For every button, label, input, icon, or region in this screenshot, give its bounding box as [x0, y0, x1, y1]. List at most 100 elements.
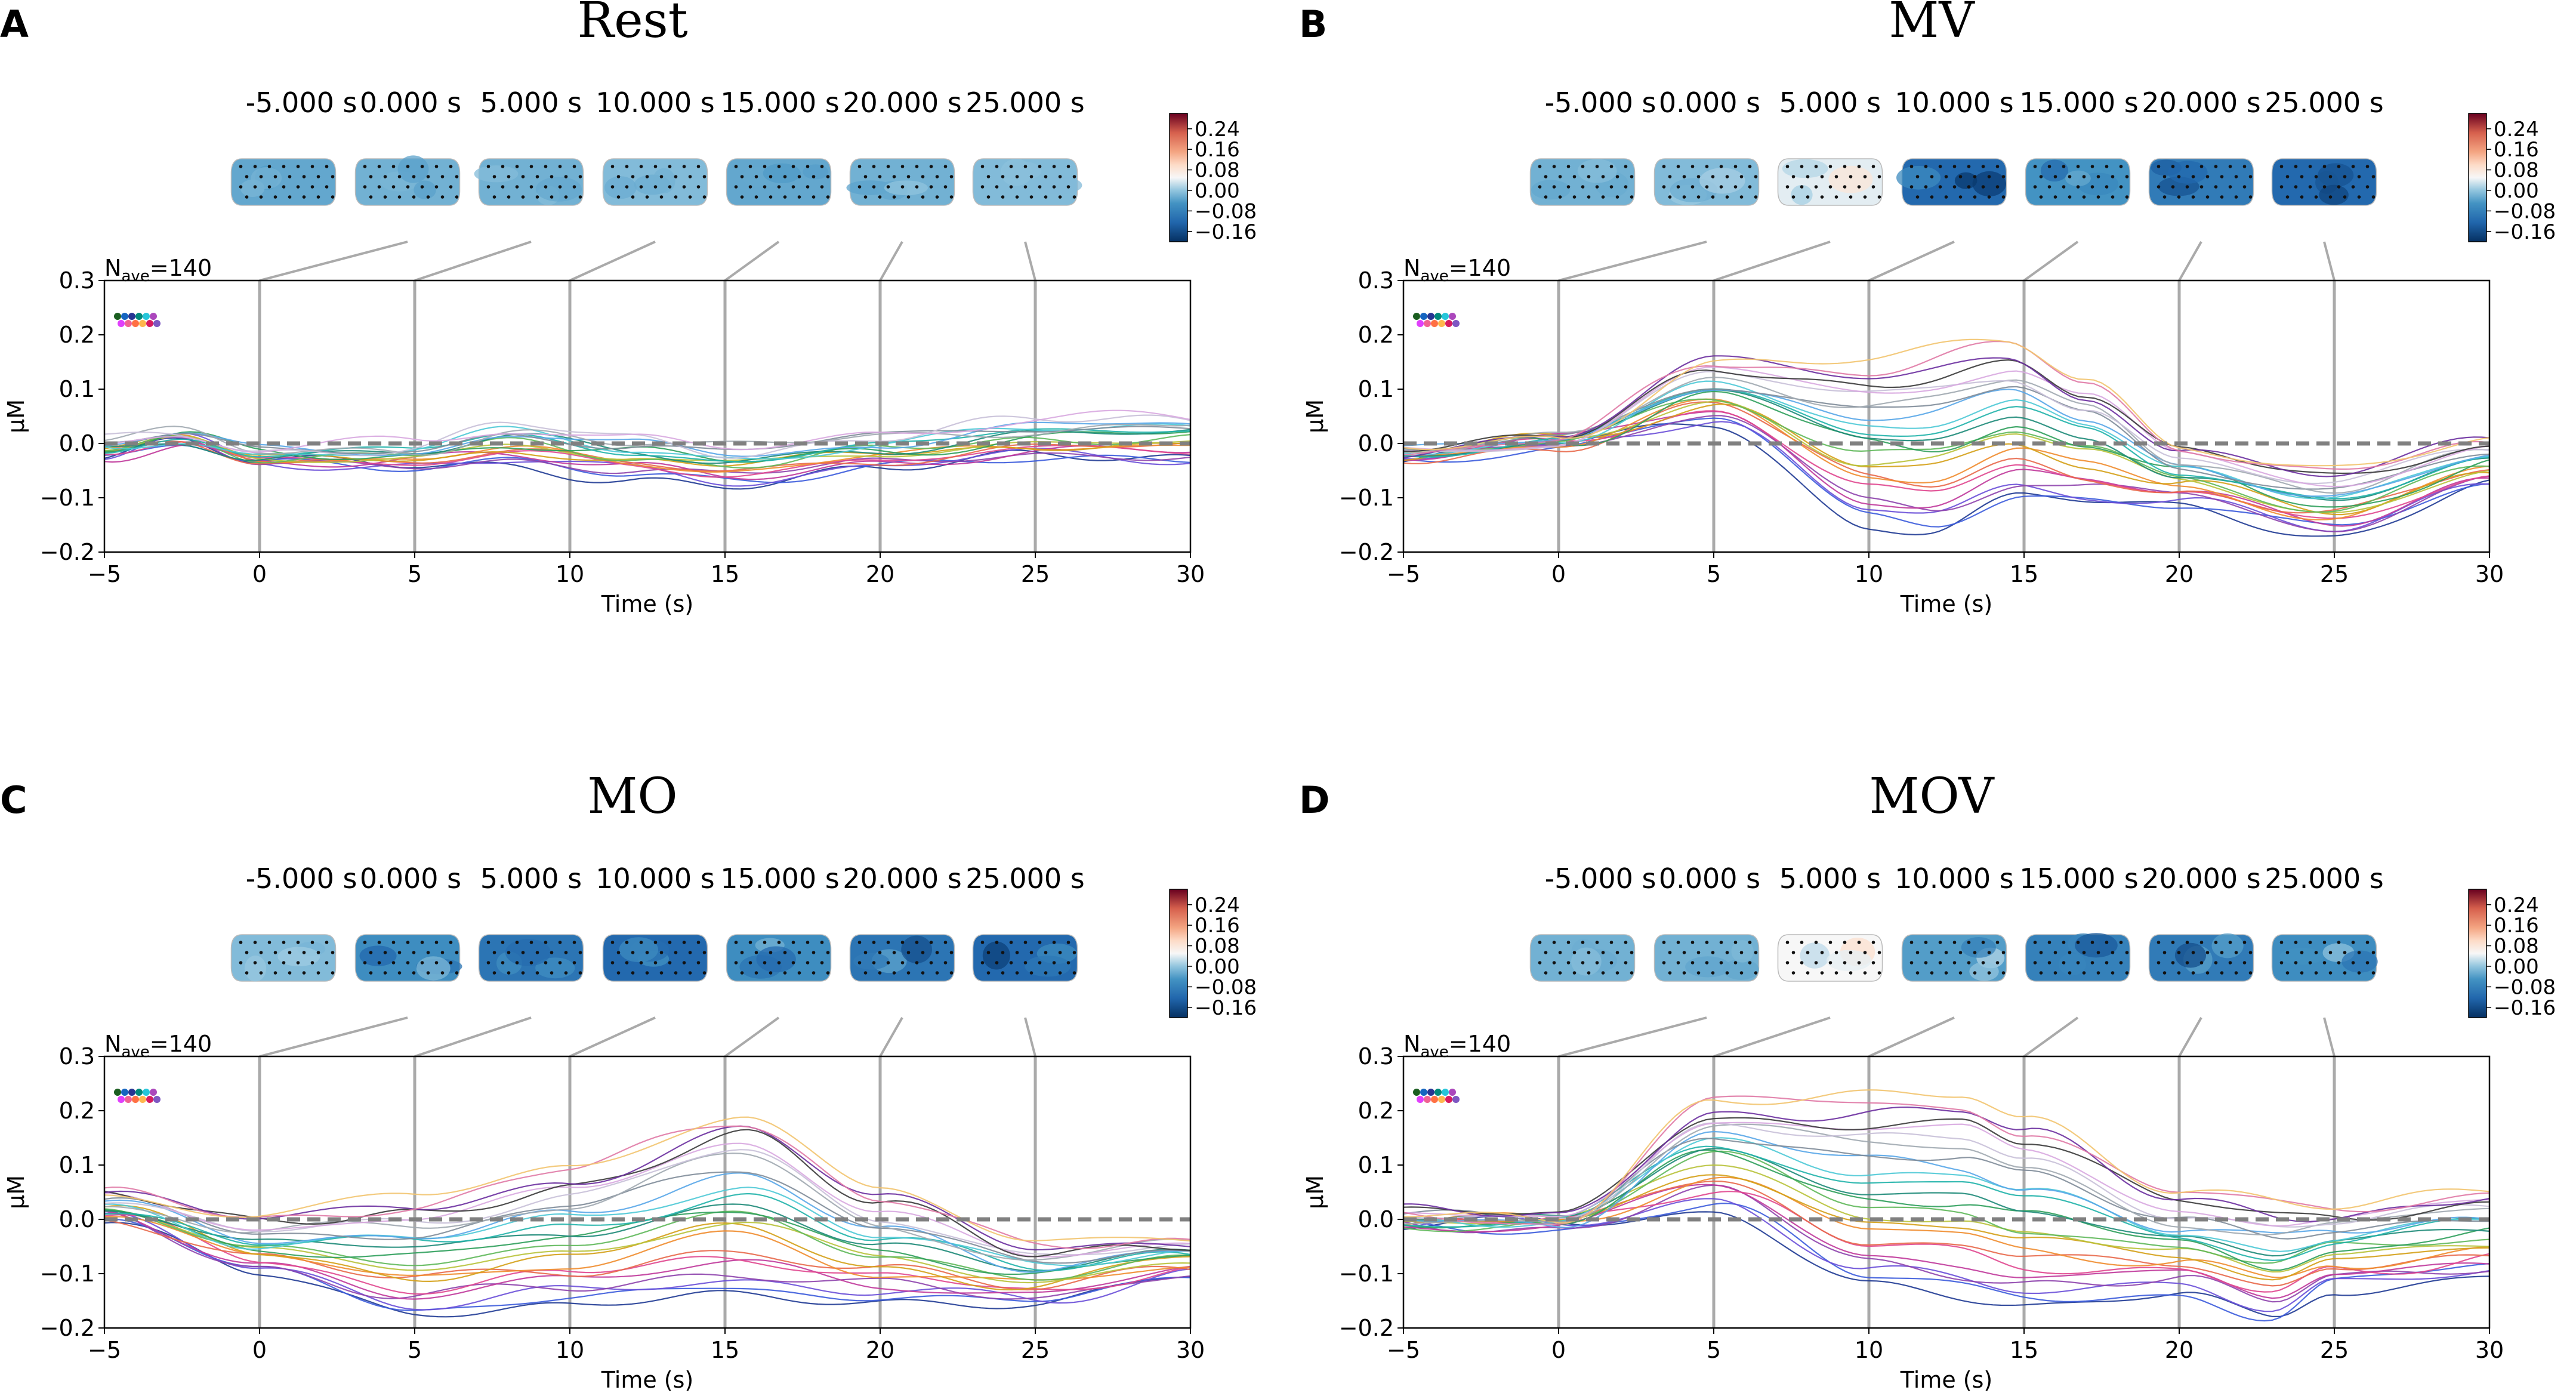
sensor-dot — [397, 971, 402, 975]
sensor-legend-dot — [1427, 313, 1434, 320]
sensor-dot — [1915, 951, 1920, 954]
sensor-dot — [995, 961, 999, 964]
sensor-dot — [1630, 951, 1634, 954]
nave-value: =140 — [1449, 1031, 1511, 1057]
x-tick-label: 10 — [1855, 1337, 1883, 1363]
sensor-dot — [501, 165, 505, 168]
topomap-blob — [2040, 159, 2069, 182]
sensor-dot — [2199, 185, 2204, 189]
sensor-dot — [2234, 951, 2238, 954]
topomap-time-label: -5.000 s — [1545, 862, 1656, 895]
sensor-dot — [826, 951, 830, 954]
sensor-dot — [1552, 185, 1556, 189]
sensor-dot — [906, 971, 911, 975]
topomap-blob — [853, 953, 890, 970]
sensor-dot — [1015, 971, 1019, 975]
sensor-dot — [740, 971, 744, 975]
sensor-dot — [857, 185, 862, 189]
sensor-dot — [1958, 195, 1963, 199]
sensor-dot — [921, 175, 925, 178]
sensor-dot — [2314, 175, 2318, 178]
sensor-dot — [296, 185, 300, 189]
sensor-dot — [1995, 961, 2000, 964]
sensor-dot — [2308, 185, 2312, 189]
sensor-dot — [507, 971, 511, 975]
sensor-dot — [434, 961, 439, 964]
sensor-dot — [1601, 951, 1605, 954]
topomap-blob — [901, 935, 933, 963]
sensor-dot — [1952, 941, 1957, 944]
sensor-dot — [659, 951, 664, 954]
topomap-time-label: 15.000 s — [2019, 862, 2139, 895]
topomap-connector — [1024, 1017, 1036, 1057]
channel-trace — [1403, 1095, 2490, 1225]
sensor-dot — [1739, 175, 1744, 178]
panel-c: C MO -5.000 s 0.000 s 5.000 s 10.000 s 15.000 … — [0, 768, 1257, 1393]
channel-trace — [1403, 1121, 2490, 1227]
panel-title: MV — [1889, 0, 1975, 49]
colorbar-tick-label: −0.16 — [1195, 996, 1257, 1020]
sensor-dot — [302, 971, 306, 975]
sensor-dot — [2285, 971, 2290, 975]
sensor-dot — [2199, 165, 2204, 168]
sensor-dot — [1566, 165, 1571, 168]
nave-sub: ave — [1420, 267, 1448, 285]
topomap-connector — [1713, 241, 1831, 282]
sensor-dot — [1058, 951, 1062, 954]
sensor-dot — [949, 175, 954, 178]
sensor-dot — [282, 165, 286, 168]
sensor-dot — [1552, 941, 1556, 944]
y-axis-label: µM — [1302, 1175, 1328, 1209]
topomap — [230, 934, 337, 982]
sensor-dot — [1909, 165, 1914, 168]
topomap-blob — [604, 176, 637, 199]
plot-frame — [1402, 279, 2491, 553]
topomap — [2271, 934, 2378, 982]
sensor-dot — [1995, 941, 2000, 944]
sensor-dot — [1001, 971, 1005, 975]
sensor-dot — [1662, 961, 1666, 964]
sensor-dot — [1733, 941, 1738, 944]
x-tick-label: −5 — [88, 561, 121, 587]
sensor-dot — [943, 185, 948, 189]
sensor-legend — [1413, 1089, 1460, 1103]
sensor-dot — [1609, 165, 1614, 168]
sensor-dot — [1944, 951, 1948, 954]
sensor-dot — [1009, 165, 1013, 168]
sensor-dot — [325, 165, 329, 168]
sensor-dot — [455, 175, 459, 178]
sensor-dot — [521, 971, 525, 975]
sensor-dot — [529, 185, 533, 189]
sensor-dot — [2096, 195, 2100, 199]
sensor-dot — [734, 185, 738, 189]
topomap — [602, 158, 708, 206]
sensor-legend-dot — [139, 320, 146, 327]
topomap-time-label: -5.000 s — [1545, 87, 1656, 119]
sensor-dot — [253, 941, 257, 944]
sensor-dot — [550, 971, 554, 975]
topomap — [846, 158, 955, 206]
sensor-dot — [754, 195, 758, 199]
sensor-dot — [2285, 195, 2290, 199]
sensor-legend-dot — [1413, 313, 1420, 320]
sensor-dot — [2053, 195, 2057, 199]
sensor-dot — [377, 165, 381, 168]
sensor-dot — [791, 961, 795, 964]
sensor-dot — [1624, 941, 1628, 944]
sensor-dot — [267, 941, 272, 944]
sensor-dot — [1785, 185, 1790, 189]
sensor-legend-dot — [125, 1096, 132, 1103]
sensor-dot — [2220, 195, 2224, 199]
sensor-dot — [1066, 165, 1070, 168]
topomap — [354, 934, 462, 982]
plot-frame — [1402, 1055, 2491, 1329]
sensor-dot — [1857, 185, 1861, 189]
sensor-dot — [1581, 961, 1585, 964]
sensor-dot — [434, 941, 439, 944]
colorbar-tick-label: 0.24 — [2494, 118, 2539, 141]
sensor-dot — [1909, 185, 1914, 189]
sensor-dot — [1967, 165, 1971, 168]
colorbar-tick-label: 0.08 — [1195, 159, 1240, 183]
panel-d: D MOV -5.000 s 0.000 s 5.000 s 10.000 s 15.000… — [1299, 768, 2556, 1393]
